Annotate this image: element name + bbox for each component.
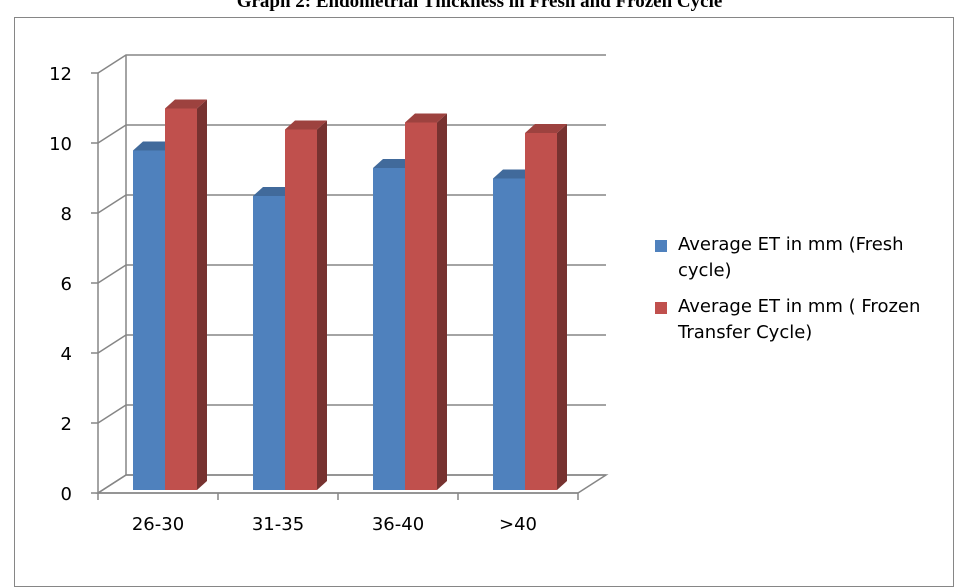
bar	[285, 129, 317, 490]
bar-side	[317, 120, 327, 490]
bar	[405, 122, 437, 490]
y-tick-label: 4	[61, 344, 72, 365]
legend-item-frozen: Average ET in mm ( Frozen Transfer Cycle…	[655, 294, 955, 346]
y-tick-label: 12	[49, 64, 72, 85]
bar	[133, 150, 165, 490]
bar-top	[493, 169, 535, 179]
x-tick-label: 36-40	[372, 514, 424, 535]
legend-swatch-fresh	[655, 240, 667, 252]
y-tick-label: 10	[49, 134, 72, 155]
gridline	[97, 54, 606, 74]
y-tick-label: 0	[61, 484, 72, 505]
chart-title: Graph 2: Endometrial Thickness in Fresh …	[236, 0, 723, 12]
x-tick-label: 26-30	[132, 514, 184, 535]
bar	[493, 178, 525, 490]
bar	[525, 133, 557, 490]
bar	[253, 196, 285, 490]
legend: Average ET in mm (Fresh cycle) Average E…	[655, 232, 955, 356]
y-tick-label: 2	[61, 414, 72, 435]
legend-label-fresh: Average ET in mm (Fresh cycle)	[678, 234, 904, 281]
bar-top	[133, 141, 175, 151]
bar-top	[165, 99, 207, 109]
legend-label-frozen: Average ET in mm ( Frozen Transfer Cycle…	[678, 296, 921, 343]
y-tick-label: 8	[61, 204, 72, 225]
legend-swatch-frozen	[655, 302, 667, 314]
bar-side	[557, 124, 567, 490]
bar-side	[437, 113, 447, 490]
x-tick-label: >40	[499, 514, 537, 535]
legend-item-fresh: Average ET in mm (Fresh cycle)	[655, 232, 955, 284]
x-tick-label: 31-35	[252, 514, 304, 535]
y-tick-label: 6	[61, 274, 72, 295]
bar-top	[253, 187, 295, 196]
bar-top	[285, 120, 327, 130]
bar	[373, 168, 405, 490]
bar	[165, 108, 197, 490]
bar-top	[525, 124, 567, 133]
bar-top	[373, 159, 415, 168]
bar-side	[197, 99, 207, 490]
bar-top	[405, 113, 447, 123]
